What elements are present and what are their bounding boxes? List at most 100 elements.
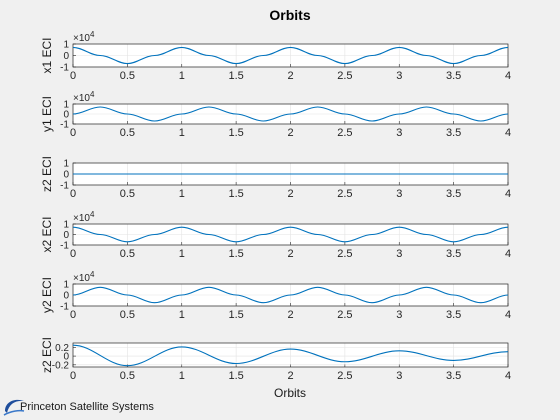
plot-1-x-tick-label: 0 — [70, 70, 76, 82]
plot-6-series-line — [72, 344, 509, 367]
plot-6-x-tick-label: 1.5 — [228, 370, 243, 382]
plot-4-x-tick-label: 3.5 — [446, 248, 461, 260]
plot-5-y-tick-label: -1 — [60, 302, 69, 313]
plot-3-x-tick-label: 1 — [179, 188, 185, 200]
plot-5-y-tick-label: 0 — [63, 291, 69, 302]
plot-5-y-tick-label: 1 — [63, 280, 69, 291]
plot-1-x-tick-label: 3.5 — [446, 70, 461, 82]
plot-2-exponent-value: 4 — [90, 90, 95, 99]
plot-1-y-tick-label: -1 — [60, 63, 69, 74]
plot-4-x-tick-label: 1 — [179, 248, 185, 260]
plot-2-x-tick-label: 2 — [287, 127, 293, 139]
plot-5-y-axis-label: y2 ECI — [40, 277, 54, 313]
plot-1-exponent-value: 4 — [90, 30, 95, 39]
plot-4-y-tick-label: 0 — [63, 230, 69, 241]
plot-1-x-tick-label: 1.5 — [228, 70, 243, 82]
plot-5-x-tick-label: 2.5 — [337, 309, 352, 321]
plot-6-x-tick-label: 2.5 — [337, 370, 352, 382]
plot-4-x-tick-label: 2 — [287, 248, 293, 260]
plot-1-x-tick-label: 2 — [287, 70, 293, 82]
plot-3-x-tick-label: 4 — [505, 188, 511, 200]
plot-4-series-line — [72, 226, 509, 243]
plot-6-x-tick-label: 4 — [505, 370, 511, 382]
brand-logo: Princeton Satellite Systems — [2, 393, 154, 419]
plot-6-y-axis-label: z2 ECI — [40, 337, 54, 373]
plot-2-y-tick-label: 1 — [63, 100, 69, 111]
plot-4-x-tick-label: 2.5 — [337, 248, 352, 260]
plot-5-x-tick-label: 3.5 — [446, 309, 461, 321]
plot-3-x-tick-label: 2.5 — [337, 188, 352, 200]
plot-4-axes-box — [72, 223, 509, 246]
plot-6-x-tick-label: 2 — [287, 370, 293, 382]
plot-3-x-tick-label: 2 — [287, 188, 293, 200]
plot-1-x-tick-label: 2.5 — [337, 70, 352, 82]
plot-2-x-tick-label: 1 — [179, 127, 185, 139]
plot-2-x-tick-label: 2.5 — [337, 127, 352, 139]
plot-2-x-tick-label: 0.5 — [120, 127, 135, 139]
plot-1-x-tick-label: 0.5 — [120, 70, 135, 82]
plot-1-exponent-label: ×104 — [73, 30, 95, 44]
plot-6-y-tick-label: -0.2 — [52, 360, 70, 371]
plot-4-x-tick-label: 0.5 — [120, 248, 135, 260]
plot-6-axes-box — [72, 342, 509, 368]
plot-5-x-tick-label: 0 — [70, 309, 76, 321]
plot-1-axes-box — [72, 43, 509, 68]
plot-2-y-tick-label: 0 — [63, 110, 69, 121]
plot-4-y-axis-label: x2 ECI — [40, 216, 54, 252]
plot-3-y-tick-label: 1 — [63, 159, 69, 170]
x-axis-label: Orbits — [274, 386, 306, 400]
plot-3-x-tick-label: 3.5 — [446, 188, 461, 200]
plot-2-y-tick-label: -1 — [60, 120, 69, 131]
brand-name: Princeton Satellite Systems — [20, 401, 154, 413]
plot-4-x-tick-label: 1.5 — [228, 248, 243, 260]
plot-5-x-tick-label: 1.5 — [228, 309, 243, 321]
plot-1-y-axis-label: x1 ECI — [40, 37, 54, 73]
plot-2-exponent-label: ×104 — [73, 90, 95, 104]
plot-6-x-tick-label: 3.5 — [446, 370, 461, 382]
plot-2-x-tick-label: 0 — [70, 127, 76, 139]
plot-3-y-tick-label: 0 — [63, 170, 69, 181]
plot-1-x-tick-label: 3 — [396, 70, 402, 82]
plot-4-exponent-label: ×104 — [73, 210, 95, 224]
plot-5-x-tick-label: 1 — [179, 309, 185, 321]
figure-title: Orbits — [269, 7, 310, 23]
plot-2-y-axis-label: y1 ECI — [40, 96, 54, 132]
plot-5-exponent-value: 4 — [90, 270, 95, 279]
plot-5-x-tick-label: 4 — [505, 309, 511, 321]
plot-5-exponent-label: ×104 — [73, 270, 95, 284]
plot-6-x-tick-label: 0 — [70, 370, 76, 382]
plot-2-x-tick-label: 1.5 — [228, 127, 243, 139]
plot-2-x-tick-label: 3 — [396, 127, 402, 139]
plot-4-y-tick-label: 1 — [63, 220, 69, 231]
plot-4-x-tick-label: 3 — [396, 248, 402, 260]
plot-6-y-tick-label: 0.2 — [55, 343, 69, 354]
swoosh-icon — [3, 399, 25, 416]
plot-2-x-tick-label: 4 — [505, 127, 511, 139]
plot-2-x-tick-label: 3.5 — [446, 127, 461, 139]
plot-6-x-tick-label: 0.5 — [120, 370, 135, 382]
plot-4-x-tick-label: 4 — [505, 248, 511, 260]
plot-6-x-tick-label: 1 — [179, 370, 185, 382]
plot-3-x-tick-label: 1.5 — [228, 188, 243, 200]
plot-4-y-tick-label: -1 — [60, 241, 69, 252]
plot-6-y-tick-label: 0 — [63, 352, 69, 363]
plot-5-series-line — [72, 286, 509, 304]
plot-1-x-tick-label: 1 — [179, 70, 185, 82]
plot-3-x-tick-label: 3 — [396, 188, 402, 200]
plot-1-y-tick-label: 0 — [63, 51, 69, 62]
plot-1-y-tick-label: 1 — [63, 40, 69, 51]
plot-1-x-tick-label: 4 — [505, 70, 511, 82]
plot-5-x-tick-label: 3 — [396, 309, 402, 321]
plot-3-y-axis-label: z2 ECI — [40, 156, 54, 192]
plot-3-x-tick-label: 0.5 — [120, 188, 135, 200]
plot-1-series-line — [72, 46, 509, 65]
plot-5-x-tick-label: 0.5 — [120, 309, 135, 321]
plot-4-exponent-value: 4 — [90, 210, 95, 219]
plot-4-x-tick-label: 0 — [70, 248, 76, 260]
plot-5-x-tick-label: 2 — [287, 309, 293, 321]
plot-6-x-tick-label: 3 — [396, 370, 402, 382]
plot-2-series-line — [72, 106, 509, 122]
plot-3-y-tick-label: -1 — [60, 181, 69, 192]
plot-3-x-tick-label: 0 — [70, 188, 76, 200]
